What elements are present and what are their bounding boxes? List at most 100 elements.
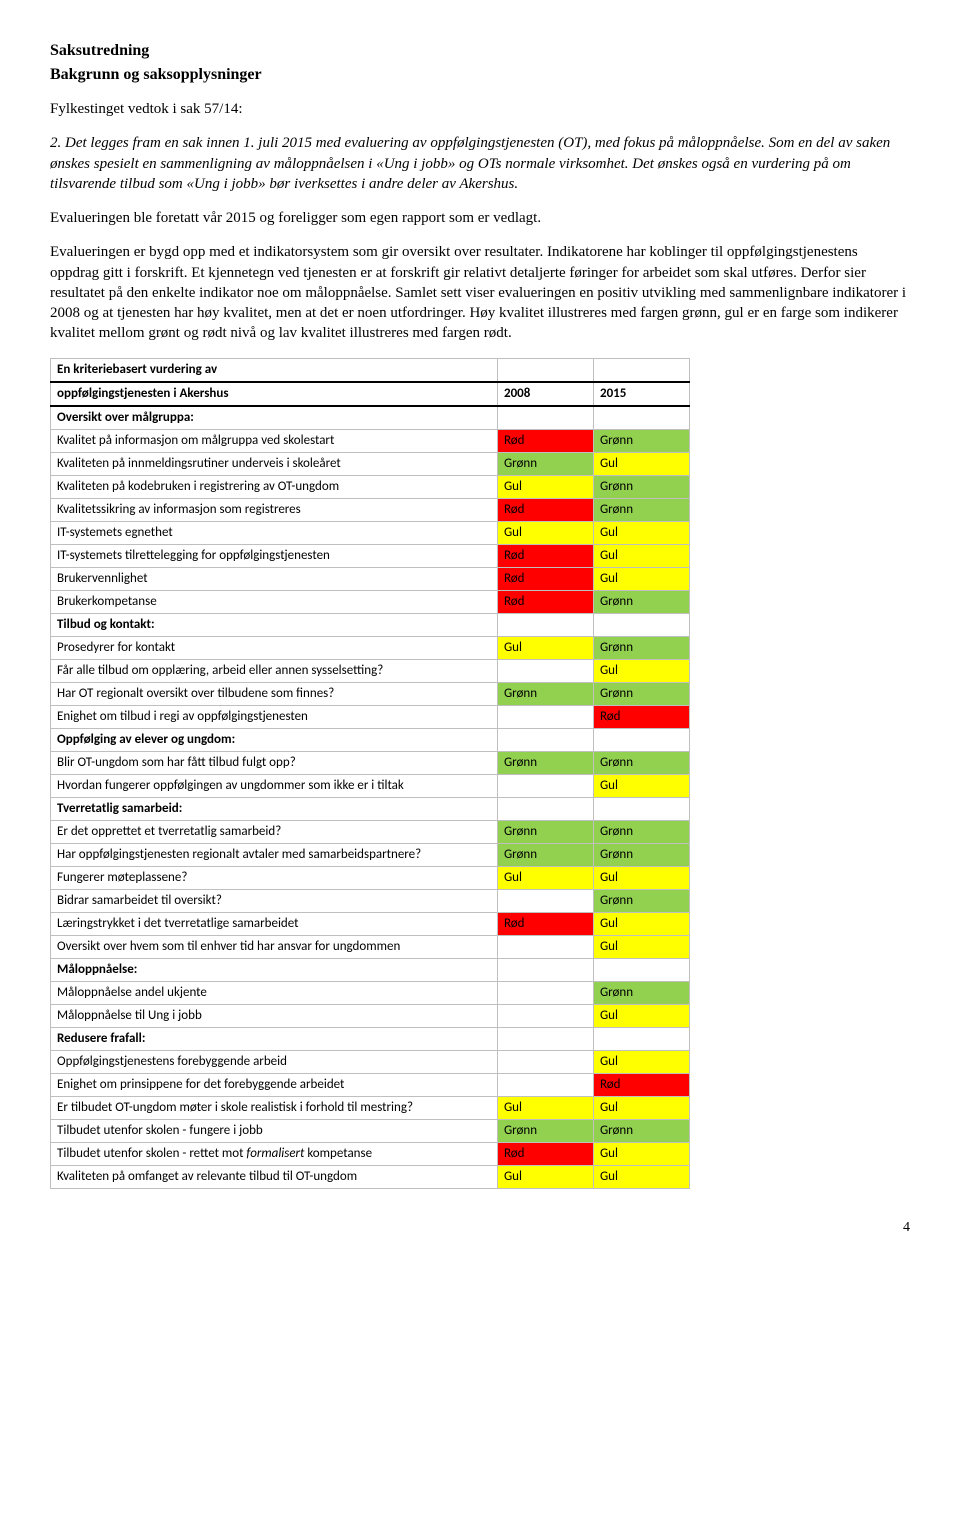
rating-yellow: Gul (593, 866, 689, 889)
cell-blank (497, 613, 593, 636)
section-row: Oppfølging av elever og ungdom: (51, 728, 690, 751)
cell-blank (497, 1027, 593, 1050)
rating-blank (497, 981, 593, 1004)
cell-blank (593, 1027, 689, 1050)
rating-yellow: Gul (593, 659, 689, 682)
rating-red: Rød (593, 1073, 689, 1096)
cell-blank (593, 797, 689, 820)
section-label: Tverretatlig samarbeid: (51, 797, 498, 820)
cell-blank (593, 613, 689, 636)
indicator-label: Måloppnåelse andel ukjente (51, 981, 498, 1004)
rating-green: Grønn (593, 889, 689, 912)
rating-green: Grønn (593, 475, 689, 498)
rating-blank (497, 1073, 593, 1096)
table-row: Kvalitetssikring av informasjon som regi… (51, 498, 690, 521)
indicator-label: Tilbudet utenfor skolen - fungere i jobb (51, 1119, 498, 1142)
indicator-label: Hvordan fungerer oppfølgingen av ungdomm… (51, 774, 498, 797)
rating-yellow: Gul (497, 636, 593, 659)
table-title-2: oppfølgingstjenesten i Akershus (51, 382, 498, 406)
indicator-label: IT-systemets egnethet (51, 521, 498, 544)
rating-yellow: Gul (593, 452, 689, 475)
rating-green: Grønn (593, 1119, 689, 1142)
cell-blank (497, 406, 593, 430)
page-number: 4 (50, 1219, 910, 1238)
cell-blank (593, 728, 689, 751)
rating-blank (497, 705, 593, 728)
rating-blank (497, 659, 593, 682)
table-row: Oppfølgingstjenestens forebyggende arbei… (51, 1050, 690, 1073)
paragraph-3: Evalueringen er bygd opp med et indikato… (50, 242, 910, 343)
indicator-label: Har oppfølgingstjenesten regionalt avtal… (51, 843, 498, 866)
table-row: Fungerer møteplassene?GulGul (51, 866, 690, 889)
rating-blank (497, 889, 593, 912)
rating-green: Grønn (593, 590, 689, 613)
table-row: Kvaliteten på omfanget av relevante tilb… (51, 1165, 690, 1188)
rating-green: Grønn (497, 1119, 593, 1142)
section-row: Redusere frafall: (51, 1027, 690, 1050)
rating-yellow: Gul (497, 521, 593, 544)
rating-yellow: Gul (593, 1142, 689, 1165)
indicator-label: Har OT regionalt oversikt over tilbudene… (51, 682, 498, 705)
cell-blank (593, 406, 689, 430)
rating-blank (497, 1050, 593, 1073)
indicator-label: Kvalitetssikring av informasjon som regi… (51, 498, 498, 521)
section-label: Måloppnåelse: (51, 958, 498, 981)
indicator-label: Enighet om tilbud i regi av oppfølgingst… (51, 705, 498, 728)
rating-blank (497, 935, 593, 958)
criteria-table: En kriteriebasert vurdering av oppfølgin… (50, 358, 690, 1189)
table-row: Får alle tilbud om opplæring, arbeid ell… (51, 659, 690, 682)
rating-yellow: Gul (497, 866, 593, 889)
table-row: Læringstrykket i det tverretatlige samar… (51, 912, 690, 935)
table-row: Hvordan fungerer oppfølgingen av ungdomm… (51, 774, 690, 797)
cell-blank (497, 958, 593, 981)
rating-green: Grønn (497, 751, 593, 774)
cell-blank (497, 728, 593, 751)
quoted-decision: 2. Det legges fram en sak innen 1. juli … (50, 133, 910, 194)
table-head-row-2: oppfølgingstjenesten i Akershus 2008 201… (51, 382, 690, 406)
rating-green: Grønn (593, 429, 689, 452)
rating-blank (497, 1004, 593, 1027)
indicator-label: Kvaliteten på innmeldingsrutiner underve… (51, 452, 498, 475)
rating-yellow: Gul (593, 774, 689, 797)
rating-red: Rød (497, 498, 593, 521)
table-head-row-1: En kriteriebasert vurdering av (51, 358, 690, 382)
indicator-label: Kvalitet på informasjon om målgruppa ved… (51, 429, 498, 452)
rating-green: Grønn (497, 820, 593, 843)
table-row: Tilbudet utenfor skolen - rettet mot for… (51, 1142, 690, 1165)
rating-yellow: Gul (593, 935, 689, 958)
table-title-1: En kriteriebasert vurdering av (51, 358, 498, 382)
indicator-label: IT-systemets tilrettelegging for oppfølg… (51, 544, 498, 567)
rating-green: Grønn (497, 682, 593, 705)
rating-red: Rød (497, 567, 593, 590)
table-row: IT-systemets tilrettelegging for oppfølg… (51, 544, 690, 567)
indicator-label: Enighet om prinsippene for det forebygge… (51, 1073, 498, 1096)
rating-yellow: Gul (593, 567, 689, 590)
rating-yellow: Gul (593, 1165, 689, 1188)
col-2015-header: 2015 (593, 382, 689, 406)
col-2008-header: 2008 (497, 382, 593, 406)
table-row: Er tilbudet OT-ungdom møter i skole real… (51, 1096, 690, 1119)
col-2008-blank (497, 358, 593, 382)
indicator-label: Kvaliteten på kodebruken i registrering … (51, 475, 498, 498)
paragraph-2: Evalueringen ble foretatt vår 2015 og fo… (50, 208, 910, 228)
indicator-label: Brukervennlighet (51, 567, 498, 590)
indicator-label: Kvaliteten på omfanget av relevante tilb… (51, 1165, 498, 1188)
section-label: Redusere frafall: (51, 1027, 498, 1050)
rating-red: Rød (497, 1142, 593, 1165)
subheading: Bakgrunn og saksopplysninger (50, 64, 910, 86)
rating-green: Grønn (497, 843, 593, 866)
indicator-label: Får alle tilbud om opplæring, arbeid ell… (51, 659, 498, 682)
indicator-label: Måloppnåelse til Ung i jobb (51, 1004, 498, 1027)
indicator-label: Brukerkompetanse (51, 590, 498, 613)
rating-yellow: Gul (593, 1050, 689, 1073)
rating-red: Rød (593, 705, 689, 728)
rating-blank (497, 774, 593, 797)
rating-red: Rød (497, 912, 593, 935)
rating-green: Grønn (593, 820, 689, 843)
table-row: Prosedyrer for kontaktGulGrønn (51, 636, 690, 659)
section-label: Tilbud og kontakt: (51, 613, 498, 636)
indicator-label: Fungerer møteplassene? (51, 866, 498, 889)
section-row: Måloppnåelse: (51, 958, 690, 981)
table-row: Er det opprettet et tverretatlig samarbe… (51, 820, 690, 843)
indicator-label: Er det opprettet et tverretatlig samarbe… (51, 820, 498, 843)
